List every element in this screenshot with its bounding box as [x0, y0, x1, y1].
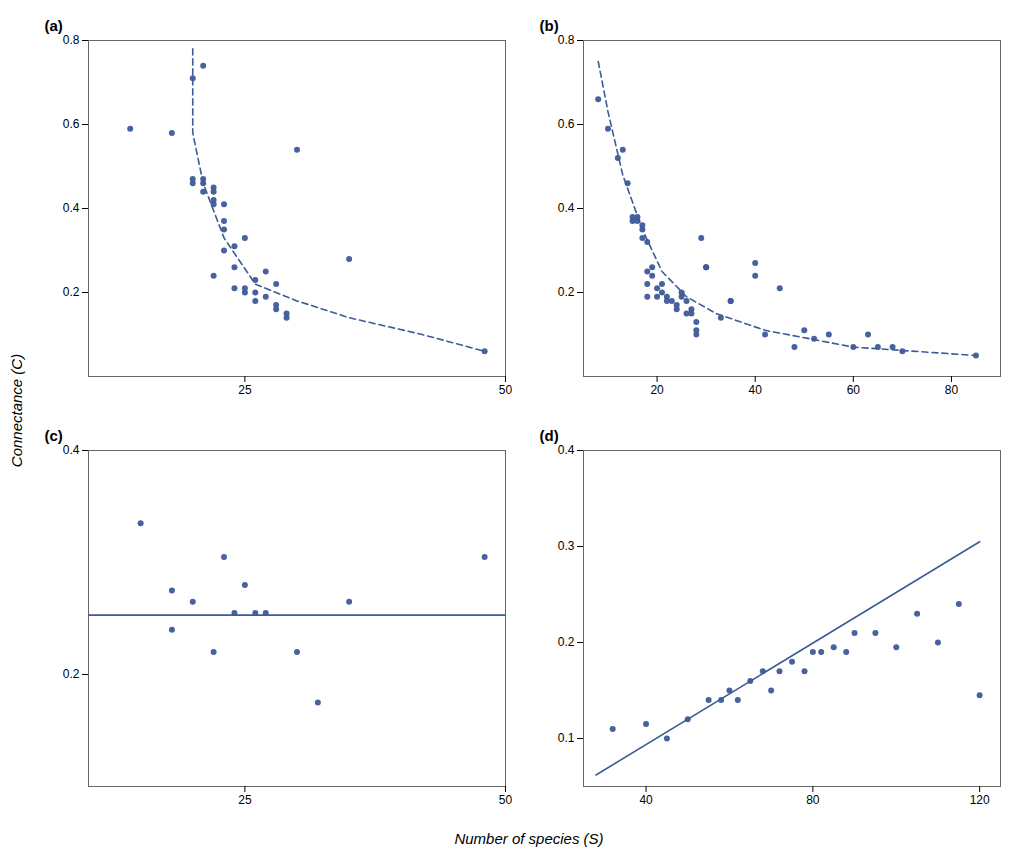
svg-text:0.2: 0.2: [63, 285, 80, 299]
svg-text:60: 60: [847, 383, 861, 397]
svg-text:0.4: 0.4: [63, 443, 80, 457]
svg-text:(b): (b): [540, 17, 559, 34]
html-text:Connectance (C): Connectance (C): [8, 353, 26, 467]
svg-text:(c): (c): [45, 427, 63, 444]
svg-text:0.6: 0.6: [558, 117, 575, 131]
svg-text:25: 25: [238, 793, 252, 807]
svg-text:20: 20: [650, 383, 664, 397]
svg-text:0.8: 0.8: [558, 33, 575, 47]
svg-text:0.4: 0.4: [558, 201, 575, 215]
svg-text:(d): (d): [540, 427, 559, 444]
svg-text:0.2: 0.2: [558, 285, 575, 299]
svg-text:0.4: 0.4: [558, 443, 575, 457]
svg-text:50: 50: [499, 383, 513, 397]
svg-text:50: 50: [499, 793, 513, 807]
svg-text:0.3: 0.3: [558, 539, 575, 553]
svg-text:(a): (a): [45, 17, 63, 34]
svg-text:0.2: 0.2: [63, 667, 80, 681]
svg-text:0.2: 0.2: [558, 635, 575, 649]
svg-text:120: 120: [970, 793, 990, 807]
svg-text:40: 40: [749, 383, 763, 397]
svg-text:0.6: 0.6: [63, 117, 80, 131]
html-text:Number of species (S): Number of species (S): [454, 829, 604, 847]
svg-text:80: 80: [945, 383, 959, 397]
svg-text:40: 40: [639, 793, 653, 807]
svg-text:0.8: 0.8: [63, 33, 80, 47]
svg-text:0.1: 0.1: [558, 731, 575, 745]
svg-text:80: 80: [806, 793, 820, 807]
svg-text:0.4: 0.4: [63, 201, 80, 215]
svg-text:25: 25: [238, 383, 252, 397]
